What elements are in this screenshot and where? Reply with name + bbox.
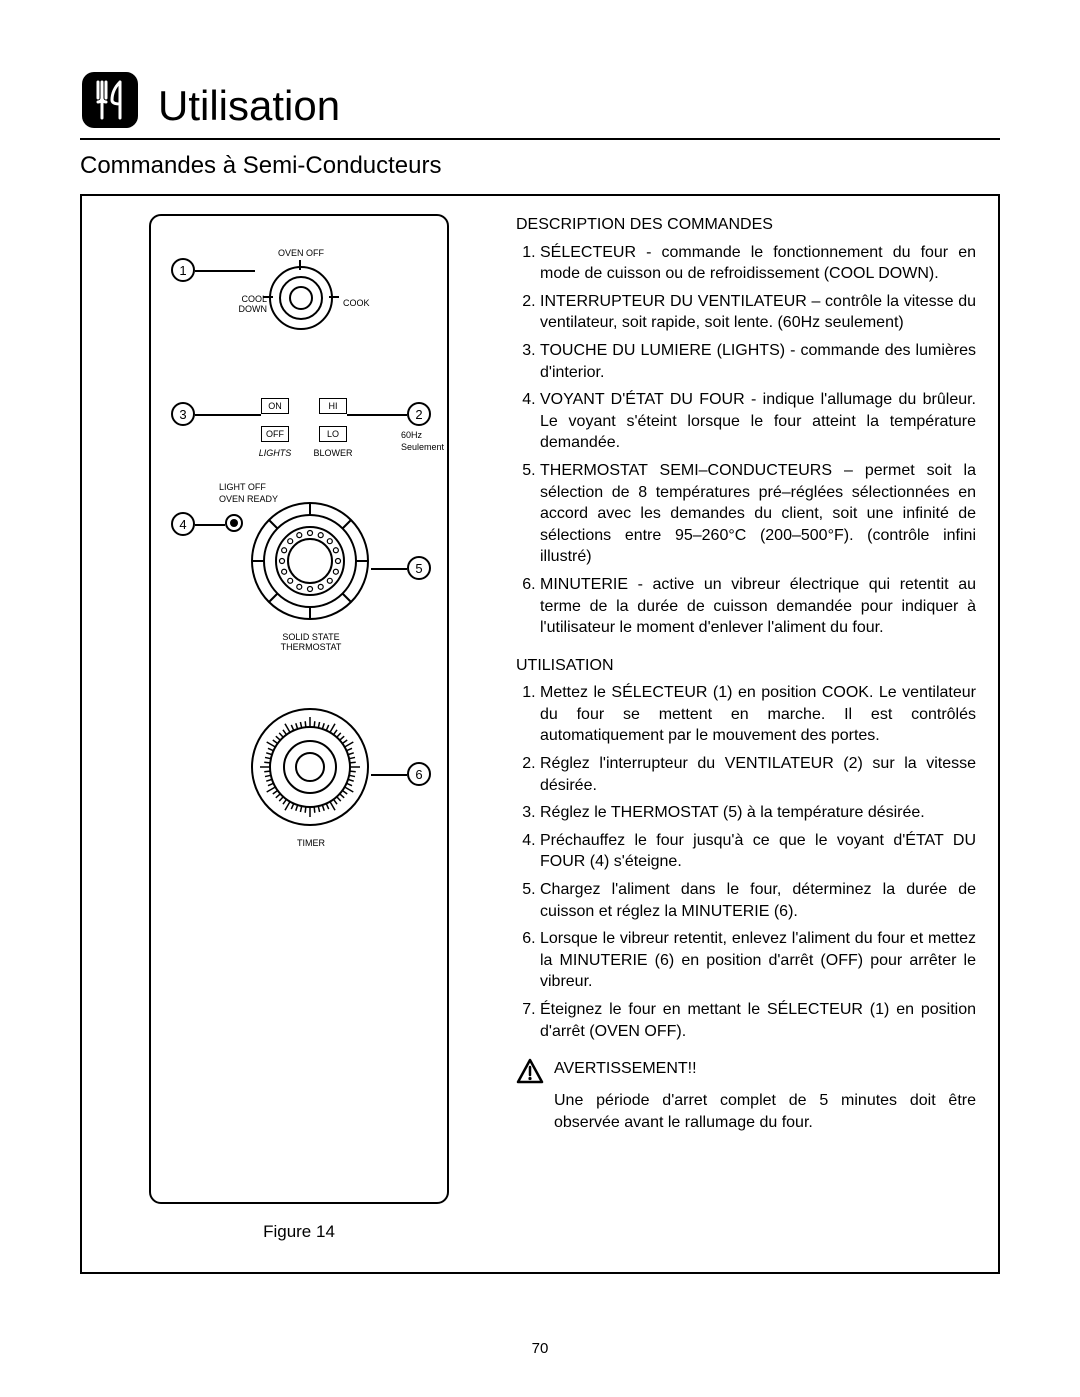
label-seulement: Seulement <box>401 442 461 452</box>
label-lights: LIGHTS <box>251 448 299 458</box>
page: Utilisation Commandes à Semi-Conducteurs… <box>0 0 1080 1314</box>
desc-item: TOUCHE DU LUMIERE (LIGHTS) - commande de… <box>540 340 976 383</box>
lead-4 <box>195 524 225 526</box>
label-cool: COOL <box>233 294 267 304</box>
label-oven-off: OVEN OFF <box>271 248 331 258</box>
desc-item: SÉLECTEUR - commande le fonctionnement d… <box>540 242 976 285</box>
text-column: DESCRIPTION DES COMMANDES SÉLECTEUR - co… <box>516 214 976 1254</box>
thermostat-dial <box>243 494 377 628</box>
header: Utilisation <box>80 70 1000 140</box>
selector-tick-top <box>299 260 301 270</box>
selector-tick-right <box>329 296 339 298</box>
switch-off: OFF <box>261 426 289 442</box>
util-item: Préchauffez le four jusqu'à ce que le vo… <box>540 830 976 873</box>
page-title: Utilisation <box>158 82 340 130</box>
description-heading: DESCRIPTION DES COMMANDES <box>516 214 976 236</box>
label-blower: BLOWER <box>309 448 357 458</box>
desc-item: THERMOSTAT SEMI–CONDUCTEURS – permet soi… <box>540 460 976 568</box>
switch-hi: HI <box>319 398 347 414</box>
selector-tick-left <box>263 296 273 298</box>
lead-5 <box>371 568 407 570</box>
label-solid-state-1: SOLID STATE <box>251 632 371 642</box>
util-item: Éteignez le four en mettant le SÉLECTEUR… <box>540 999 976 1042</box>
util-item: Lorsque le vibreur retentit, enlevez l'a… <box>540 928 976 993</box>
utilisation-list: Mettez le SÉLECTEUR (1) en position COOK… <box>516 682 976 1042</box>
page-number: 70 <box>0 1340 1080 1357</box>
content-frame: 1 OVEN OFF COOL DOWN COOK 3 ON OFF LIGHT… <box>80 194 1000 1274</box>
util-item: Mettez le SÉLECTEUR (1) en position COOK… <box>540 682 976 747</box>
subtitle: Commandes à Semi-Conducteurs <box>80 152 1000 180</box>
label-60hz: 60Hz <box>401 430 461 440</box>
description-list: SÉLECTEUR - commande le fonctionnement d… <box>516 242 976 639</box>
warning-icon <box>516 1058 544 1086</box>
ready-light-dot <box>230 519 238 527</box>
utilisation-heading: UTILISATION <box>516 655 976 677</box>
figure-caption: Figure 14 <box>263 1222 335 1242</box>
control-panel-diagram: 1 OVEN OFF COOL DOWN COOK 3 ON OFF LIGHT… <box>149 214 449 1204</box>
callout-3: 3 <box>171 402 195 426</box>
timer-dial <box>243 700 377 834</box>
lead-2 <box>347 414 407 416</box>
label-solid-state-2: THERMOSTAT <box>251 642 371 652</box>
lead-1 <box>195 270 255 272</box>
lead-6 <box>371 774 407 776</box>
warning-row: AVERTISSEMENT!! <box>516 1058 976 1086</box>
label-down: DOWN <box>233 304 267 314</box>
callout-4: 4 <box>171 512 195 536</box>
callout-6: 6 <box>407 762 431 786</box>
label-light-off: LIGHT OFF <box>219 482 279 492</box>
selector-dial-ring3 <box>289 286 313 310</box>
callout-5: 5 <box>407 556 431 580</box>
desc-item: VOYANT D'ÉTAT DU FOUR - indique l'alluma… <box>540 389 976 454</box>
utensils-icon <box>80 70 140 130</box>
util-item: Réglez le THERMOSTAT (5) à la températur… <box>540 802 976 824</box>
callout-2: 2 <box>407 402 431 426</box>
diagram-column: 1 OVEN OFF COOL DOWN COOK 3 ON OFF LIGHT… <box>100 214 498 1254</box>
switch-on: ON <box>261 398 289 414</box>
label-timer: TIMER <box>281 838 341 848</box>
warning-body: Une période d'arret complet de 5 minutes… <box>516 1090 976 1133</box>
lead-3 <box>195 414 261 416</box>
warning-heading: AVERTISSEMENT!! <box>554 1058 697 1080</box>
desc-item: MINUTERIE - active un vibreur électrique… <box>540 574 976 639</box>
util-item: Réglez l'interrupteur du VENTILATEUR (2)… <box>540 753 976 796</box>
desc-item: INTERRUPTEUR DU VENTILATEUR – contrôle l… <box>540 291 976 334</box>
label-cook: COOK <box>343 298 377 308</box>
switch-lo: LO <box>319 426 347 442</box>
util-item: Chargez l'aliment dans le four, détermin… <box>540 879 976 922</box>
callout-1: 1 <box>171 258 195 282</box>
